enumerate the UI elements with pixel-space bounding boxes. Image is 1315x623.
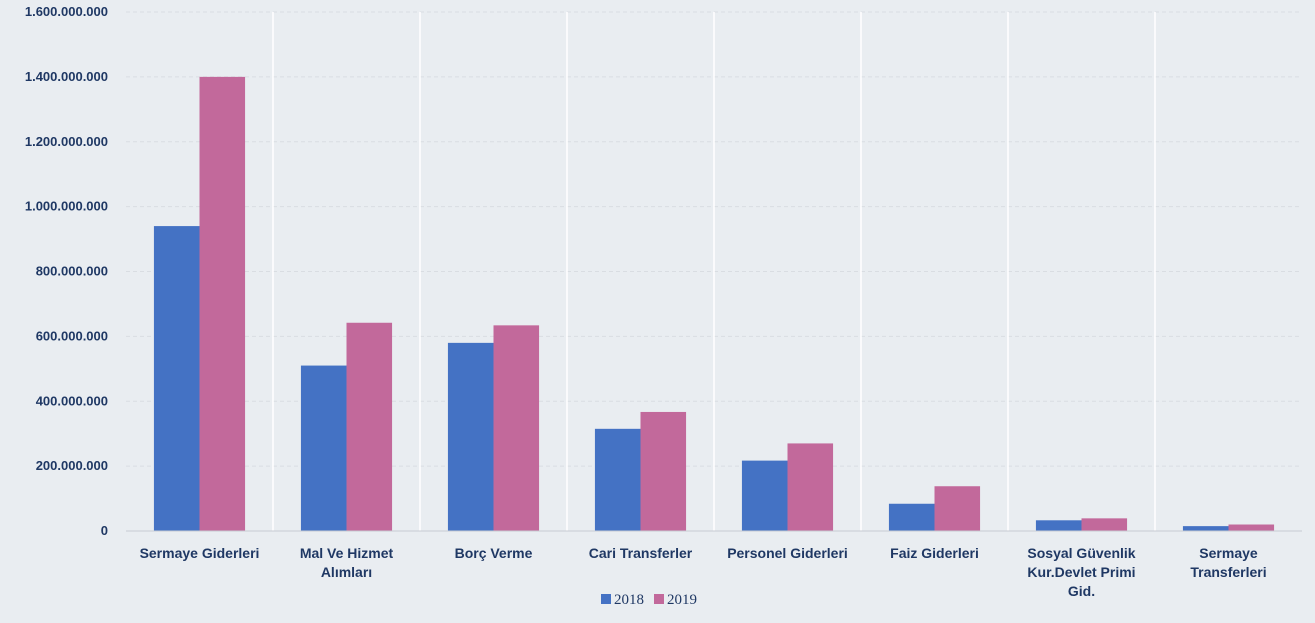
- x-tick-label: Sermaye Giderleri: [140, 545, 260, 561]
- legend-label-2018: 2018: [614, 592, 644, 608]
- legend-swatch-2018: [601, 594, 611, 604]
- bar-2018-7: [1035, 520, 1082, 531]
- y-tick-label: 200.000.000: [36, 458, 108, 473]
- y-tick-label: 1.200.000.000: [25, 134, 108, 149]
- bar-2019-4: [640, 411, 687, 531]
- x-tick-label: Cari Transferler: [589, 545, 693, 561]
- y-tick-label: 400.000.000: [36, 393, 108, 408]
- y-tick-label: 600.000.000: [36, 328, 108, 343]
- bar-2018-5: [741, 460, 788, 531]
- x-tick-label: Sosyal Güvenlik Kur.Devlet Primi Gid.: [1027, 545, 1135, 599]
- bar-2019-7: [1081, 518, 1128, 531]
- y-tick-label: 0: [101, 523, 108, 538]
- grid-layer: [126, 11, 1302, 531]
- bar-2019-3: [493, 325, 540, 531]
- bar-2019-6: [934, 486, 981, 531]
- bar-2019-5: [787, 443, 834, 531]
- legend-label-2019: 2019: [667, 592, 697, 608]
- bar-layer: [153, 76, 1275, 531]
- y-tick-label: 1.000.000.000: [25, 199, 108, 214]
- bar-2018-2: [300, 365, 347, 531]
- x-tick-label: Mal Ve Hizmet Alımları: [300, 545, 394, 580]
- bar-2018-1: [153, 226, 200, 531]
- x-tick-label: Borç Verme: [455, 545, 533, 561]
- legend-swatch-2019: [654, 594, 664, 604]
- y-tick-label: 800.000.000: [36, 264, 108, 279]
- bar-2019-8: [1228, 524, 1275, 531]
- axis-layer: 0 200.000.000 400.000.000 600.000.000 800.00…: [25, 4, 1302, 599]
- y-tick-label: 1.600.000.000: [25, 4, 108, 19]
- bar-2018-4: [594, 428, 641, 531]
- legend: 2018 2019: [601, 592, 697, 608]
- y-tick-label: 1.400.000.000: [25, 69, 108, 84]
- x-tick-label: Sermaye Transferleri: [1190, 545, 1266, 580]
- bar-2019-2: [346, 322, 393, 531]
- bar-2018-8: [1182, 526, 1229, 531]
- x-tick-label: Personel Giderleri: [727, 545, 848, 561]
- x-tick-label: Faiz Giderleri: [890, 545, 979, 561]
- bar-2018-6: [888, 503, 935, 531]
- bar-2019-1: [199, 76, 246, 531]
- bar-2018-3: [447, 342, 494, 531]
